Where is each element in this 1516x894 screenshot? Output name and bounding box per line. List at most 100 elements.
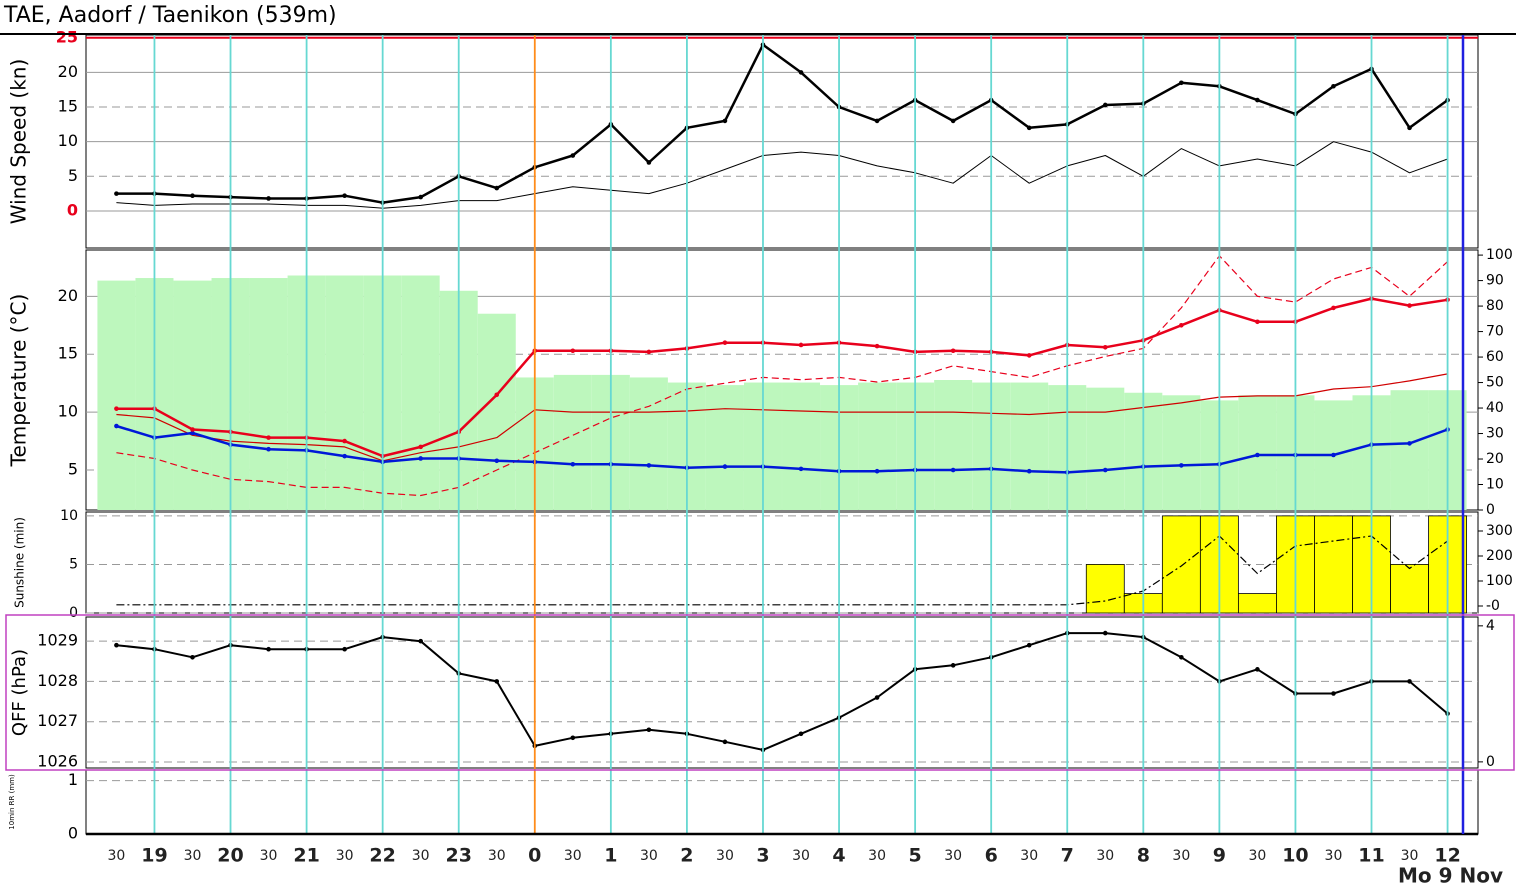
bar xyxy=(1086,387,1125,510)
point xyxy=(494,185,500,191)
point xyxy=(874,468,880,474)
bar xyxy=(629,377,668,510)
series-group xyxy=(97,255,1467,510)
x-tick-label: 30 xyxy=(260,848,278,864)
point xyxy=(494,679,500,684)
x-tick-label: 9 xyxy=(1213,845,1226,867)
point xyxy=(114,191,119,196)
bar xyxy=(249,278,288,510)
series-group xyxy=(114,630,1450,753)
point xyxy=(190,430,195,436)
point xyxy=(874,343,880,349)
y2-tick-label: 0 xyxy=(1486,502,1495,518)
y-tick-label: 0 xyxy=(68,824,78,843)
point xyxy=(418,194,423,200)
plot-area xyxy=(85,616,1479,769)
point xyxy=(494,458,500,464)
bar xyxy=(1085,564,1125,614)
point xyxy=(798,466,804,472)
bar xyxy=(97,280,136,510)
bar xyxy=(1162,395,1201,510)
point xyxy=(190,193,195,199)
y-tick-label: 10 xyxy=(58,402,78,421)
point xyxy=(114,406,119,411)
point xyxy=(1407,441,1412,446)
x-tick-label: 20 xyxy=(217,845,243,867)
y2-tick-label: 50 xyxy=(1486,375,1504,391)
bar xyxy=(325,275,364,510)
x-tick-label: 4 xyxy=(832,845,845,867)
point xyxy=(570,153,576,158)
x-tick-label: 30 xyxy=(792,848,810,864)
point xyxy=(1102,630,1108,636)
line xyxy=(116,424,1449,474)
point xyxy=(1331,305,1336,311)
point xyxy=(342,453,347,459)
point xyxy=(190,427,195,432)
x-tick-label: 30 xyxy=(1096,848,1114,864)
y2-tick-label: 70 xyxy=(1486,324,1504,340)
point xyxy=(418,638,423,644)
y-axis-label: Sunshine (min) xyxy=(13,517,27,608)
y-axis-label: 10min RR (mm) xyxy=(8,774,16,830)
x-tick-label: 30 xyxy=(1020,848,1038,864)
bar xyxy=(553,374,592,510)
line xyxy=(116,632,1449,751)
point xyxy=(722,118,728,124)
point xyxy=(1255,452,1260,458)
point xyxy=(1179,80,1184,86)
y-tick-label: 15 xyxy=(58,344,78,363)
y-tick-label: 1026 xyxy=(37,751,78,770)
bar xyxy=(401,275,440,510)
x-tick-label: 8 xyxy=(1137,845,1150,867)
point xyxy=(1179,463,1184,468)
y-tick-label: 0 xyxy=(69,605,78,621)
point xyxy=(950,663,956,668)
x-tick-label: 30 xyxy=(488,848,506,864)
y-tick-label: 20 xyxy=(58,286,78,305)
chart-title: TAE, Aadorf / Taenikon (539m) xyxy=(3,3,337,28)
y2-tick-label: 40 xyxy=(1486,400,1504,416)
x-tick-label: 30 xyxy=(868,848,886,864)
y-tick-label: 25 xyxy=(56,27,78,46)
x-tick-label: 30 xyxy=(1401,848,1419,864)
point xyxy=(1331,452,1336,458)
point xyxy=(494,392,500,398)
point xyxy=(1255,667,1260,672)
x-tick-label: 12 xyxy=(1434,845,1460,867)
y-tick-label: 5 xyxy=(68,460,78,479)
y-tick-label: 1029 xyxy=(37,631,78,650)
point xyxy=(114,423,119,429)
point xyxy=(1407,303,1412,308)
point xyxy=(950,348,956,354)
point xyxy=(1179,322,1184,328)
point xyxy=(570,735,576,741)
x-tick-label: 0 xyxy=(528,845,541,867)
y-axis-label: Wind Speed (kn) xyxy=(7,59,31,225)
bar xyxy=(1010,382,1049,510)
bar xyxy=(173,280,212,510)
plot-area xyxy=(85,249,1479,511)
y2-tick-label: 200 xyxy=(1486,548,1513,564)
point xyxy=(722,739,728,745)
y-tick-label: 5 xyxy=(69,556,78,572)
y-tick-label: 10 xyxy=(58,131,78,150)
bar xyxy=(1390,564,1429,614)
x-tick-label: 30 xyxy=(336,848,354,864)
y2-tick-label: 0 xyxy=(1486,754,1495,770)
x-tick-label: 11 xyxy=(1358,845,1384,867)
point xyxy=(1026,642,1032,648)
x-tick-label: 6 xyxy=(985,845,998,867)
line xyxy=(116,373,1448,462)
date-label: Mo 9 Nov xyxy=(1398,864,1503,888)
y2-tick-label: 80 xyxy=(1486,298,1504,314)
x-tick-label: 1 xyxy=(604,845,617,867)
bar xyxy=(1390,390,1429,510)
point xyxy=(266,196,271,201)
x-tick-label: 23 xyxy=(445,845,471,867)
point xyxy=(114,642,119,648)
x-tick-label: 7 xyxy=(1061,845,1074,867)
x-tick-label: 30 xyxy=(640,848,658,864)
point xyxy=(646,727,652,733)
